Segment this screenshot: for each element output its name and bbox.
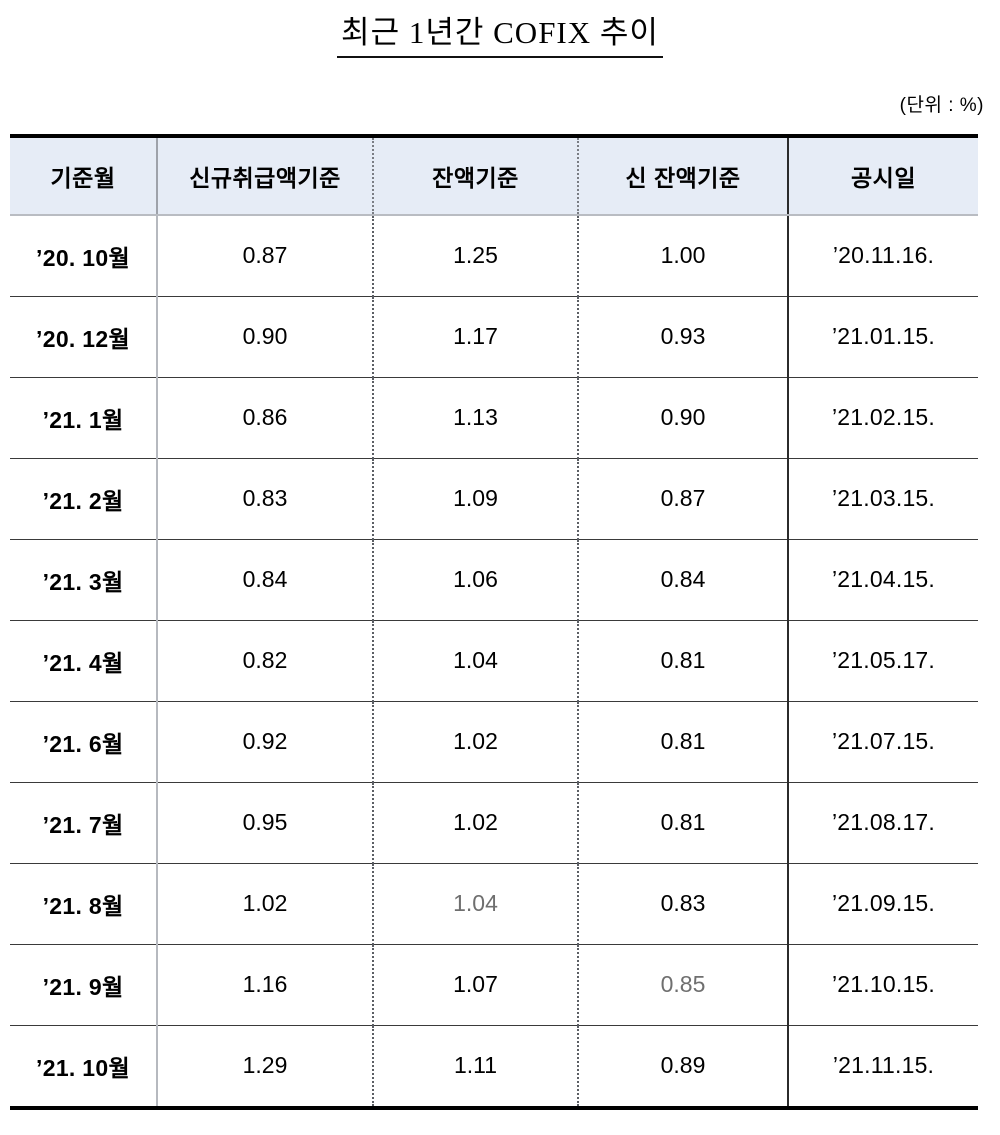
- table-row: ’21. 6월 0.92 1.02 0.81 ’21.07.15.: [10, 701, 978, 783]
- table-row: ’21. 8월 1.02 1.04 0.83 ’21.09.15.: [10, 863, 978, 945]
- header-row: 기준월 신규취급액기준 잔액기준 신 잔액기준 공시일: [10, 135, 978, 216]
- cell-month: ’21. 10월: [10, 1025, 157, 1108]
- cell-new-balance: 0.81: [577, 620, 788, 702]
- cell-balance: 1.02: [372, 782, 578, 864]
- cell-new: 0.86: [156, 377, 373, 459]
- table-header: 기준월 신규취급액기준 잔액기준 신 잔액기준 공시일: [10, 135, 978, 216]
- cell-balance: 1.04: [372, 863, 578, 945]
- cell-new: 0.87: [156, 214, 373, 297]
- table-row: ’20. 10월 0.87 1.25 1.00 ’20.11.16.: [10, 214, 978, 297]
- unit-note: (단위 : %): [899, 94, 984, 116]
- cell-new-balance: 0.87: [577, 458, 788, 540]
- cell-new-balance: 0.85: [577, 944, 788, 1026]
- table-container: 기준월 신규취급액기준 잔액기준 신 잔액기준 공시일 ’20. 10월 0.8…: [10, 133, 978, 1110]
- table-row: ’21. 2월 0.83 1.09 0.87 ’21.03.15.: [10, 458, 978, 540]
- cell-date: ’21.05.17.: [787, 620, 978, 702]
- page-title: 최근 1년간 COFIX 추이: [337, 14, 663, 58]
- cell-date: ’21.04.15.: [787, 539, 978, 621]
- cell-balance: 1.13: [372, 377, 578, 459]
- cell-balance: 1.02: [372, 701, 578, 783]
- cell-month: ’21. 6월: [10, 701, 157, 783]
- table-row: ’21. 9월 1.16 1.07 0.85 ’21.10.15.: [10, 944, 978, 1026]
- cell-date: ’20.11.16.: [787, 214, 978, 297]
- cell-month: ’20. 12월: [10, 296, 157, 378]
- cell-new-balance: 0.84: [577, 539, 788, 621]
- title-container: 최근 1년간 COFIX 추이: [0, 0, 1000, 58]
- cell-date: ’21.09.15.: [787, 863, 978, 945]
- cell-month: ’21. 3월: [10, 539, 157, 621]
- cell-month: ’21. 2월: [10, 458, 157, 540]
- table-row: ’21. 1월 0.86 1.13 0.90 ’21.02.15.: [10, 377, 978, 459]
- cell-balance: 1.07: [372, 944, 578, 1026]
- cell-new: 0.92: [156, 701, 373, 783]
- cell-new: 0.83: [156, 458, 373, 540]
- table-body: ’20. 10월 0.87 1.25 1.00 ’20.11.16. ’20. …: [10, 214, 978, 1108]
- cell-balance: 1.09: [372, 458, 578, 540]
- cell-month: ’21. 4월: [10, 620, 157, 702]
- cell-month: ’21. 8월: [10, 863, 157, 945]
- column-header-announcement-date: 공시일: [787, 135, 978, 216]
- column-header-new-balance: 신 잔액기준: [577, 135, 788, 216]
- cell-new-balance: 0.81: [577, 701, 788, 783]
- cell-new-balance: 0.89: [577, 1025, 788, 1108]
- cell-new: 1.16: [156, 944, 373, 1026]
- cell-month: ’21. 9월: [10, 944, 157, 1026]
- table-row: ’21. 10월 1.29 1.11 0.89 ’21.11.15.: [10, 1025, 978, 1108]
- table-row: ’21. 3월 0.84 1.06 0.84 ’21.04.15.: [10, 539, 978, 621]
- cell-new: 0.82: [156, 620, 373, 702]
- column-header-month: 기준월: [10, 135, 157, 216]
- cell-balance: 1.04: [372, 620, 578, 702]
- cell-date: ’21.07.15.: [787, 701, 978, 783]
- column-header-new-handling-amount: 신규취급액기준: [156, 135, 373, 216]
- cell-new-balance: 0.83: [577, 863, 788, 945]
- unit-note-container: (단위 : %): [0, 90, 1000, 117]
- cell-month: ’20. 10월: [10, 214, 157, 297]
- cell-balance: 1.11: [372, 1025, 578, 1108]
- cell-new: 0.90: [156, 296, 373, 378]
- cell-balance: 1.06: [372, 539, 578, 621]
- cell-balance: 1.25: [372, 214, 578, 297]
- cell-date: ’21.03.15.: [787, 458, 978, 540]
- cell-new-balance: 0.81: [577, 782, 788, 864]
- cell-new: 0.84: [156, 539, 373, 621]
- cell-new: 0.95: [156, 782, 373, 864]
- cell-date: ’21.08.17.: [787, 782, 978, 864]
- cell-new-balance: 1.00: [577, 214, 788, 297]
- cell-date: ’21.10.15.: [787, 944, 978, 1026]
- column-header-balance: 잔액기준: [372, 135, 578, 216]
- cell-new-balance: 0.93: [577, 296, 788, 378]
- cell-month: ’21. 1월: [10, 377, 157, 459]
- table-row: ’20. 12월 0.90 1.17 0.93 ’21.01.15.: [10, 296, 978, 378]
- cell-date: ’21.02.15.: [787, 377, 978, 459]
- cofix-trend-table: 기준월 신규취급액기준 잔액기준 신 잔액기준 공시일 ’20. 10월 0.8…: [10, 133, 978, 1110]
- cell-new: 1.29: [156, 1025, 373, 1108]
- cell-date: ’21.11.15.: [787, 1025, 978, 1108]
- cell-balance: 1.17: [372, 296, 578, 378]
- table-row: ’21. 7월 0.95 1.02 0.81 ’21.08.17.: [10, 782, 978, 864]
- table-row: ’21. 4월 0.82 1.04 0.81 ’21.05.17.: [10, 620, 978, 702]
- cell-month: ’21. 7월: [10, 782, 157, 864]
- cell-new-balance: 0.90: [577, 377, 788, 459]
- cell-date: ’21.01.15.: [787, 296, 978, 378]
- cell-new: 1.02: [156, 863, 373, 945]
